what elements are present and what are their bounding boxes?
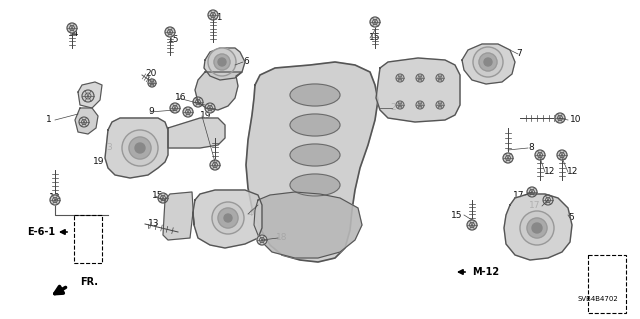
Circle shape <box>557 150 567 160</box>
Text: 20: 20 <box>145 70 156 78</box>
Polygon shape <box>254 192 362 258</box>
Bar <box>588 255 626 313</box>
Text: 19: 19 <box>200 112 211 121</box>
Circle shape <box>396 74 404 82</box>
Circle shape <box>473 47 503 77</box>
Circle shape <box>205 103 215 113</box>
Circle shape <box>212 202 244 234</box>
Circle shape <box>527 218 547 238</box>
Circle shape <box>520 211 554 245</box>
Circle shape <box>122 130 158 166</box>
Text: 10: 10 <box>570 115 582 124</box>
Text: 17: 17 <box>513 190 524 199</box>
Circle shape <box>214 54 230 70</box>
Circle shape <box>535 150 545 160</box>
Circle shape <box>79 117 89 127</box>
Circle shape <box>165 27 175 37</box>
Polygon shape <box>246 62 378 262</box>
Text: 11: 11 <box>212 13 223 23</box>
Text: 15: 15 <box>451 211 462 219</box>
Circle shape <box>484 58 492 66</box>
Circle shape <box>436 74 444 82</box>
Ellipse shape <box>290 174 340 196</box>
Polygon shape <box>462 44 515 84</box>
Text: 1: 1 <box>46 115 52 124</box>
Text: 7: 7 <box>516 49 522 58</box>
Text: M-12: M-12 <box>472 267 499 277</box>
Circle shape <box>555 113 565 123</box>
Polygon shape <box>193 190 262 248</box>
Polygon shape <box>163 192 194 240</box>
Circle shape <box>467 220 477 230</box>
Circle shape <box>183 107 193 117</box>
Polygon shape <box>195 72 242 110</box>
Polygon shape <box>75 108 98 134</box>
Text: 9: 9 <box>148 108 154 116</box>
Circle shape <box>532 223 542 233</box>
Text: E-6-1: E-6-1 <box>27 227 55 237</box>
Circle shape <box>218 208 238 228</box>
Circle shape <box>135 143 145 153</box>
Circle shape <box>50 195 60 205</box>
Circle shape <box>158 193 168 203</box>
Circle shape <box>170 103 180 113</box>
Circle shape <box>208 48 236 76</box>
Circle shape <box>416 101 424 109</box>
Polygon shape <box>376 58 460 122</box>
Ellipse shape <box>290 144 340 166</box>
Text: 15: 15 <box>369 33 381 42</box>
Text: 2: 2 <box>390 103 396 113</box>
Text: 15: 15 <box>152 191 163 201</box>
Text: 3: 3 <box>106 144 112 152</box>
Polygon shape <box>204 48 245 80</box>
Polygon shape <box>504 194 572 260</box>
Ellipse shape <box>290 114 340 136</box>
Text: 12: 12 <box>544 167 556 176</box>
Circle shape <box>224 214 232 222</box>
Text: 16: 16 <box>175 93 186 102</box>
Circle shape <box>436 101 444 109</box>
Text: 19: 19 <box>93 158 104 167</box>
Circle shape <box>193 97 203 107</box>
Polygon shape <box>78 82 102 108</box>
Circle shape <box>370 17 380 27</box>
Text: SVB4B4702: SVB4B4702 <box>577 296 618 302</box>
Text: 14: 14 <box>68 28 79 38</box>
Circle shape <box>257 235 267 245</box>
Text: 19: 19 <box>49 194 60 203</box>
Text: 18: 18 <box>276 234 287 242</box>
Polygon shape <box>168 118 225 148</box>
Circle shape <box>396 101 404 109</box>
Polygon shape <box>105 118 168 178</box>
Circle shape <box>503 153 513 163</box>
Text: 6: 6 <box>243 57 249 66</box>
Bar <box>74 215 102 263</box>
Text: 13: 13 <box>148 219 159 228</box>
Text: 5: 5 <box>568 213 573 222</box>
Text: 12: 12 <box>567 167 579 176</box>
Circle shape <box>527 187 537 197</box>
Circle shape <box>416 74 424 82</box>
Text: 8: 8 <box>528 144 534 152</box>
Text: FR.: FR. <box>80 277 98 287</box>
Circle shape <box>129 137 151 159</box>
Circle shape <box>218 58 226 66</box>
Circle shape <box>210 160 220 170</box>
Text: 4: 4 <box>248 210 253 219</box>
Circle shape <box>479 53 497 71</box>
Circle shape <box>67 23 77 33</box>
Circle shape <box>208 10 218 20</box>
Circle shape <box>543 195 553 205</box>
Ellipse shape <box>290 84 340 106</box>
Circle shape <box>148 79 156 87</box>
Circle shape <box>82 90 94 102</box>
Text: 17: 17 <box>529 202 540 211</box>
Text: 15: 15 <box>168 35 179 44</box>
